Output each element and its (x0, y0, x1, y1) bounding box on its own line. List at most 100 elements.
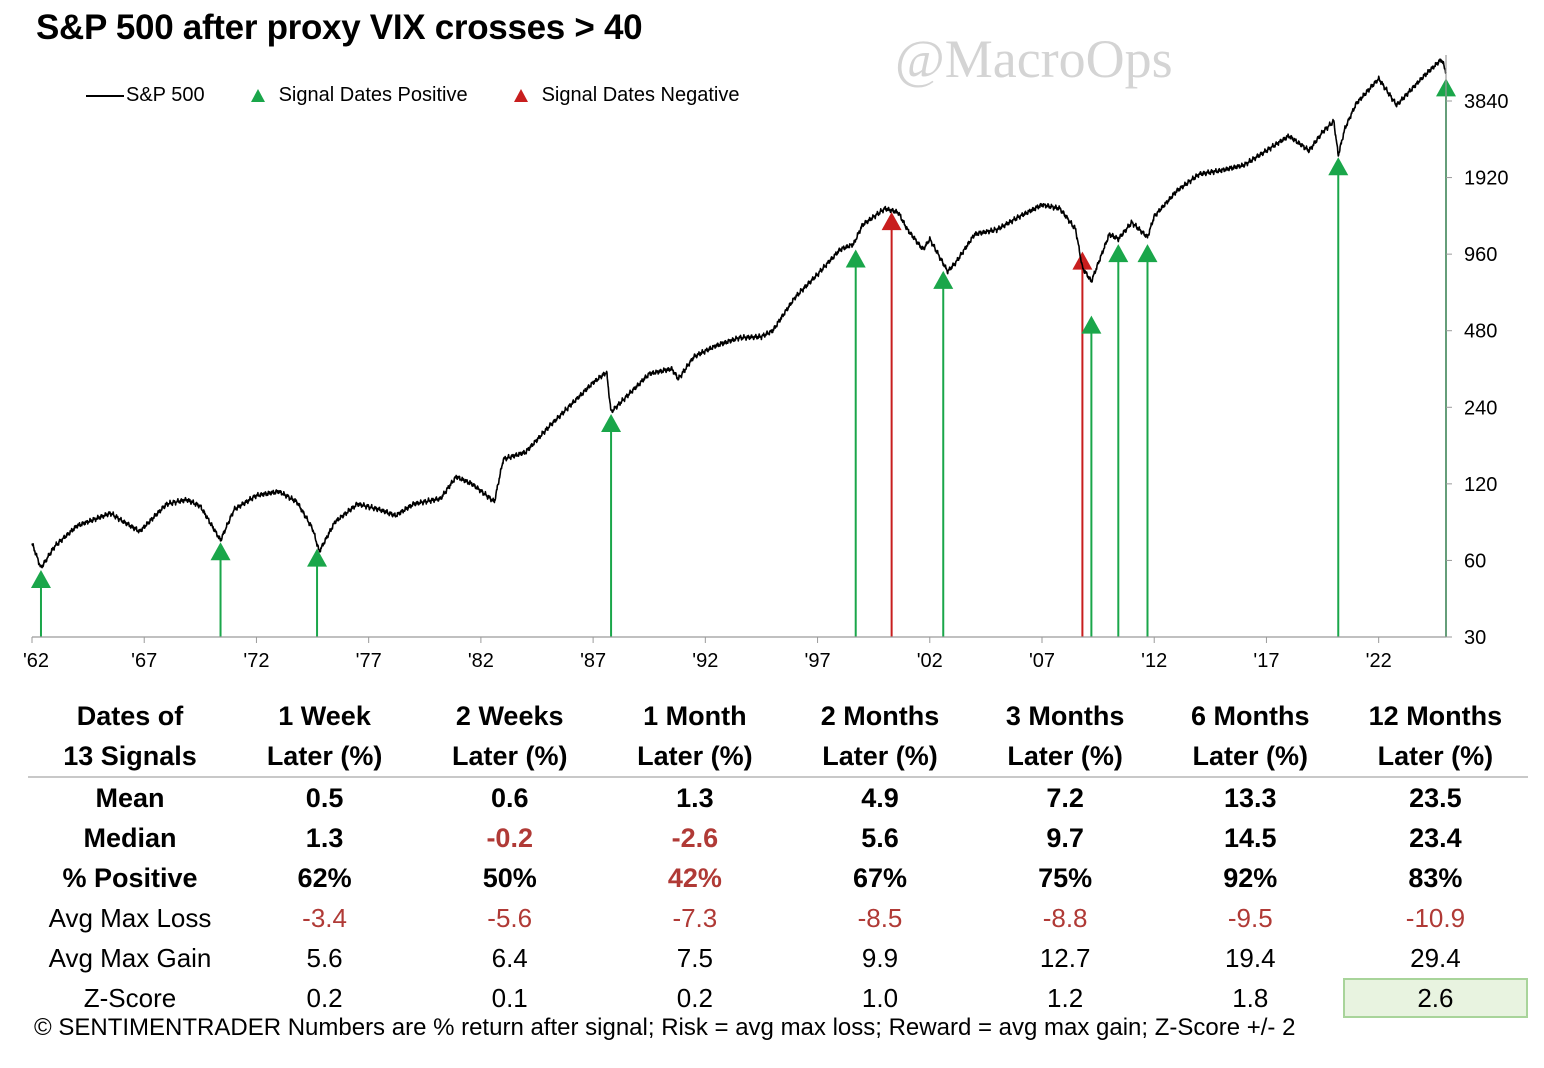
table-cell: 1.2 (1047, 983, 1084, 1013)
column-header: 1 Month Later (%) (602, 696, 788, 778)
table-cell: 5.6 (306, 943, 343, 973)
y-tick-label: 60 (1464, 550, 1486, 572)
x-tick-label: '12 (1141, 650, 1167, 672)
row-label: Avg Max Loss (48, 903, 212, 933)
table-cell: 0.5 (305, 783, 344, 813)
table-row: Avg Max Loss -3.4 -5.6 -7.3 -8.5 -8.8 -9.5 -10.… (28, 898, 1528, 938)
y-tick-label: 480 (1464, 321, 1497, 343)
x-tick-label: '72 (243, 650, 269, 672)
column-header-line: 12 Months (1368, 701, 1503, 731)
table-cell: -5.6 (487, 903, 533, 933)
triangle-up-icon (513, 89, 528, 102)
row-label: Z-Score (83, 983, 177, 1013)
y-tick-label: 1920 (1464, 168, 1509, 190)
column-header-line: Later (%) (822, 741, 938, 771)
table-cell: 12.7 (1039, 943, 1091, 973)
table-cell: 13.3 (1223, 783, 1277, 813)
table-cell: -9.5 (1227, 903, 1273, 933)
column-header-line: 1 Month (643, 701, 747, 731)
y-tick-label: 960 (1464, 244, 1497, 266)
legend-line-swatch (86, 94, 124, 97)
legend-label-positive: Signal Dates Positive (278, 84, 468, 106)
signal-triangle-positive (1108, 244, 1129, 263)
row-label: Mean (95, 783, 165, 813)
table-cell: 42% (667, 863, 722, 893)
table-cell: 83% (1408, 863, 1463, 893)
table-row: Median 1.3 -0.2 -2.6 5.6 9.7 14.5 23.4 (28, 818, 1528, 858)
sp500-chart: 30 60 120 240 480 960 1920 3840 '62 '67 '72 '77 '82 '… (23, 55, 1509, 672)
table-cell: 29.4 (1410, 943, 1461, 973)
ticks-layer: 30 60 120 240 480 960 1920 3840 '62 '67 '72 '77 '82 '… (23, 91, 1509, 672)
table-cell: 2.6 (1342, 978, 1528, 1018)
chart-legend: S&P 500 Signal Dates Positive Signal Dat… (86, 84, 785, 107)
row-label: Avg Max Gain (48, 943, 212, 973)
x-tick-label: '17 (1253, 650, 1279, 672)
table-cell: -8.8 (1042, 903, 1088, 933)
table-cell: 62% (297, 863, 352, 893)
y-tick-label: 30 (1464, 627, 1486, 649)
table-cell: 6.4 (491, 943, 528, 973)
table-cell: 23.4 (1409, 823, 1462, 853)
table-cell: 75% (1038, 863, 1093, 893)
x-tick-label: '07 (1029, 650, 1055, 672)
signal-triangle-positive (30, 570, 51, 589)
legend-label-sp500: S&P 500 (126, 84, 205, 106)
watermark: @MacroOps (895, 29, 1173, 89)
x-tick-label: '82 (468, 650, 494, 672)
column-header: 6 Months Later (%) (1157, 696, 1343, 778)
table-cell: 7.2 (1046, 783, 1084, 813)
sp500-line (31, 58, 1447, 569)
column-header: 1 Week Later (%) (232, 696, 418, 778)
table-cell: 1.0 (861, 983, 899, 1013)
table-cell: 9.7 (1046, 823, 1084, 853)
signal-triangle-negative (1072, 251, 1093, 270)
y-tick-label: 3840 (1464, 91, 1509, 113)
table-cell: 1.3 (676, 783, 714, 813)
row-label: Median (83, 823, 177, 853)
x-tick-label: '92 (692, 650, 718, 672)
table-cell: 0.6 (490, 783, 529, 813)
table-cell: -2.6 (671, 823, 719, 853)
table-cell: -10.9 (1405, 903, 1466, 933)
signal-triangle-negative (881, 212, 902, 231)
signal-triangle-positive (307, 548, 328, 567)
column-header-line: 13 Signals (63, 741, 197, 771)
column-header: 2 Months Later (%) (787, 696, 973, 778)
table-row: % Positive 62% 50% 42% 67% 75% 92% 83% (28, 858, 1528, 898)
triangle-up-icon (250, 89, 265, 102)
x-tick-label: '62 (23, 650, 49, 672)
signal-triangle-positive (601, 413, 622, 432)
column-header-line: Later (%) (1007, 741, 1123, 771)
row-label: % Positive (62, 863, 198, 893)
table-cell: 23.5 (1409, 783, 1462, 813)
signal-triangle-positive (210, 542, 231, 561)
x-tick-label: '87 (580, 650, 606, 672)
table-cell: 19.4 (1224, 943, 1276, 973)
signal-triangle-positive (933, 270, 954, 289)
table-header-row: Dates of 13 Signals 1 Week Later (%) 2 Weeks… (28, 696, 1528, 778)
x-tick-label: '67 (131, 650, 157, 672)
table-cell: -7.3 (672, 903, 718, 933)
table-row: Mean 0.5 0.6 1.3 4.9 7.2 13.3 23.5 (28, 777, 1528, 818)
table-cell: 0.2 (676, 983, 713, 1013)
legend-item-negative: Signal Dates Negative (513, 84, 739, 107)
table-cell: 1.3 (305, 823, 344, 853)
table-cell: 14.5 (1223, 823, 1277, 853)
column-header-line: 6 Months (1191, 701, 1310, 731)
table-cell: 5.6 (861, 823, 899, 853)
x-tick-label: '77 (356, 650, 382, 672)
signal-triangle-positive (1328, 157, 1349, 176)
x-tick-label: '22 (1366, 650, 1392, 672)
table-cell: 9.9 (861, 943, 899, 973)
column-header-line: Later (%) (1192, 741, 1309, 771)
column-header: 3 Months Later (%) (972, 696, 1158, 778)
legend-item-sp500: S&P 500 (86, 84, 205, 107)
column-header-line: Later (%) (451, 741, 568, 771)
table-cell: 0.1 (491, 983, 528, 1013)
y-tick-label: 120 (1464, 474, 1497, 496)
column-header: Dates of 13 Signals (28, 696, 232, 778)
chart-title: S&P 500 after proxy VIX crosses > 40 (36, 8, 643, 47)
table-cell: -3.4 (302, 903, 347, 933)
column-header-line: 2 Weeks (455, 701, 564, 731)
column-header-line: 3 Months (1005, 701, 1125, 731)
